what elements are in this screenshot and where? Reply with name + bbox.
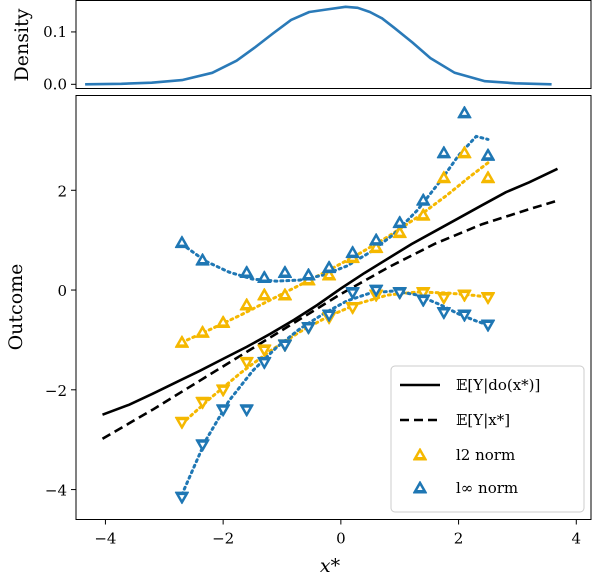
linf-lower-point	[345, 287, 360, 300]
l2-upper-point	[436, 170, 451, 184]
density-curve	[85, 5, 552, 86]
linf-upper-fit-curve	[180, 134, 490, 283]
y-tick-label: 0	[57, 282, 67, 300]
linf-upper-point	[436, 145, 451, 159]
do-expectation-line	[102, 167, 559, 416]
x-tick-label: −4	[94, 530, 116, 548]
linf-upper-point	[392, 215, 407, 229]
linf-lower-point	[257, 356, 272, 370]
l2-upper-point	[480, 170, 496, 184]
conditional-expectation-line	[101, 199, 559, 440]
l2-upper-point	[239, 297, 254, 311]
linf-lower-point	[369, 284, 384, 298]
l2-lower-point	[457, 289, 472, 303]
legend-linf-triangle	[412, 480, 428, 494]
linf-upper-point	[345, 245, 360, 259]
density-y-tick-label: 0.1	[43, 23, 67, 41]
l2-lower-point	[174, 416, 190, 430]
l2-upper-point	[277, 287, 293, 301]
l2-lower-point	[195, 396, 210, 410]
linf-upper-point	[480, 148, 496, 161]
x-tick-label: 2	[454, 530, 464, 548]
density-y-ticks: 0.0 0.1	[43, 23, 76, 93]
legend-label-l2: l2 norm	[456, 446, 515, 464]
l2-upper-point	[257, 287, 272, 301]
linf-lower-point	[216, 404, 231, 417]
outcome-y-axis-label: Outcome	[5, 264, 27, 351]
density-y-tick-label: 0.0	[43, 75, 67, 93]
density-plot-frame	[75, 0, 592, 89]
y-tick-label: 2	[57, 182, 67, 200]
linf-lower-point	[457, 309, 472, 323]
legend-label-do: 𝔼[Y|do(x*)]	[456, 376, 540, 394]
l2-lower-point	[239, 356, 254, 370]
linf-upper-point	[195, 253, 210, 266]
y-tick-label: −2	[45, 382, 67, 400]
l2-upper-point	[321, 267, 337, 281]
density-panel: 0.0 0.1 Density	[11, 0, 592, 93]
linf-lower-fit-curve	[180, 289, 490, 497]
linf-upper-point	[239, 265, 254, 279]
l2-lower-point	[216, 384, 231, 397]
legend-l2-marker-icon	[412, 447, 428, 461]
density-series	[85, 5, 552, 86]
linf-upper-point	[174, 235, 190, 249]
linf-lower-point	[174, 491, 190, 505]
norm-markers	[174, 105, 496, 505]
linf-lower-point	[277, 339, 293, 353]
legend: 𝔼[Y|do(x*)] 𝔼[Y|x*] l2 norm l∞ norm	[390, 365, 585, 513]
l2-upper-point	[457, 145, 472, 159]
l2-upper-point	[216, 315, 231, 328]
l2-upper-point	[195, 325, 210, 338]
l2-upper-point	[392, 225, 407, 239]
legend-l2-triangle	[412, 447, 428, 461]
x-tick-label: 4	[572, 530, 582, 548]
linf-lower-point	[436, 307, 451, 320]
y-tick-label: −4	[45, 482, 67, 500]
x-tick-label: −2	[212, 530, 234, 548]
l2-upper-point	[416, 208, 431, 221]
l2-lower-point	[436, 292, 451, 305]
expectation-lines	[101, 167, 559, 440]
legend-linf-marker-icon	[412, 480, 428, 494]
legend-box	[390, 365, 585, 513]
x-axis-label: x*	[320, 555, 341, 577]
outcome-panel: −4 −2 0 2 4 −4 −2 0 2 Outcome x* 𝔼[Y|do(x*)] 𝔼[…	[5, 95, 592, 577]
linf-upper-point	[257, 270, 272, 284]
legend-label-linf: l∞ norm	[456, 479, 518, 497]
l2-upper-point	[369, 240, 384, 254]
density-y-axis-label: Density	[11, 8, 33, 81]
linf-lower-point	[195, 439, 210, 452]
linf-lower-point	[301, 321, 316, 335]
linf-upper-point	[277, 265, 293, 279]
linf-upper-point	[416, 193, 431, 206]
linf-upper-point	[457, 105, 472, 119]
legend-label-cond: 𝔼[Y|x*]	[456, 411, 510, 429]
l2-lower-point	[257, 344, 272, 357]
linf-upper-point	[301, 267, 316, 281]
l2-lower-point	[345, 302, 360, 315]
linf-upper-point	[369, 233, 384, 246]
linf-lower-point	[392, 287, 407, 300]
fit-curves	[180, 134, 490, 497]
linf-lower-point	[480, 319, 496, 333]
l2-lower-fit-curve	[180, 290, 490, 426]
l2-upper-fit-curve	[180, 161, 490, 344]
l2-lower-point	[416, 287, 431, 300]
linf-lower-point	[416, 294, 431, 308]
outcome-x-ticks: −4 −2 0 2 4	[94, 519, 582, 548]
l2-upper-point	[174, 335, 190, 348]
x-tick-label: 0	[336, 530, 346, 548]
l2-lower-point	[480, 292, 496, 305]
linf-lower-point	[321, 309, 337, 323]
outcome-plot-frame	[75, 95, 592, 520]
linf-lower-point	[239, 404, 254, 417]
outcome-y-ticks: −4 −2 0 2	[45, 182, 76, 500]
linf-upper-point	[321, 260, 337, 274]
